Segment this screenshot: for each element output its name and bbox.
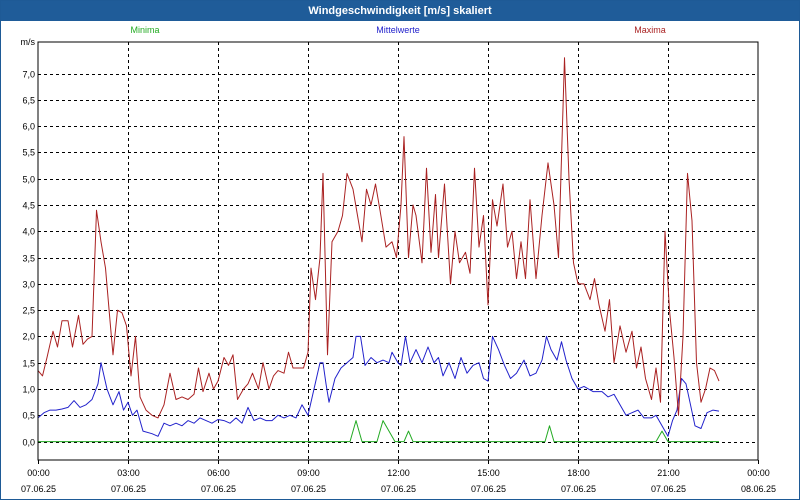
y-tick-label: 0,0 <box>22 438 35 448</box>
x-tick-time: 12:00 <box>387 468 410 478</box>
grid <box>38 42 758 460</box>
y-tick-label: 1,0 <box>22 385 35 395</box>
series-line-maxima <box>37 57 720 419</box>
chart-title: Windgeschwindigkeit [m/s] skaliert <box>1 1 799 21</box>
y-tick-label: 4,5 <box>22 201 35 211</box>
x-tick-date: 07.06.25 <box>651 484 686 494</box>
x-tick-time: 21:00 <box>657 468 680 478</box>
y-tick-label: 6,5 <box>22 96 35 106</box>
y-tick-label: 0,5 <box>22 411 35 421</box>
x-tick-date: 08.06.25 <box>741 484 776 494</box>
x-tick-time: 09:00 <box>297 468 320 478</box>
legend: Minima Mittelwerte Maxima <box>130 25 665 35</box>
x-tick-date: 07.06.25 <box>561 484 596 494</box>
series-line-minima <box>38 420 719 443</box>
x-tick-time: 03:00 <box>117 468 140 478</box>
x-tick-time: 06:00 <box>207 468 230 478</box>
x-tick-date: 07.06.25 <box>201 484 236 494</box>
y-tick-label: 4,0 <box>22 227 35 237</box>
y-tick-label: 5,5 <box>22 148 35 158</box>
series-group <box>37 57 720 443</box>
x-tick-time: 18:00 <box>567 468 590 478</box>
x-tick-date: 07.06.25 <box>381 484 416 494</box>
x-tick-time: 00:00 <box>747 468 770 478</box>
y-axis-unit: m/s <box>21 37 36 47</box>
x-tick-date: 07.06.25 <box>111 484 146 494</box>
x-tick-date: 07.06.25 <box>291 484 326 494</box>
x-tick-date: 07.06.25 <box>471 484 506 494</box>
y-tick-label: 5,0 <box>22 175 35 185</box>
legend-entry: Minima <box>130 25 159 35</box>
legend-entry: Mittelwerte <box>376 25 420 35</box>
y-tick-label: 3,0 <box>22 280 35 290</box>
legend-entry: Maxima <box>634 25 666 35</box>
y-tick-label: 3,5 <box>22 254 35 264</box>
x-tick-time: 15:00 <box>477 468 500 478</box>
y-tick-label: 2,0 <box>22 332 35 342</box>
y-tick-label: 7,0 <box>22 70 35 80</box>
y-tick-label: 2,5 <box>22 306 35 316</box>
series-line-mittelwerte <box>37 335 720 437</box>
y-tick-label: 6,0 <box>22 122 35 132</box>
x-tick-time: 00:00 <box>27 468 50 478</box>
axes: 0,0 0,5 1,0 1,5 2,0 2,5 3,0 3,5 4,0 4,5 5,0 5,5 6,0 6… <box>21 37 777 494</box>
y-tick-label: 1,5 <box>22 359 35 369</box>
x-tick-date: 07.06.25 <box>21 484 56 494</box>
